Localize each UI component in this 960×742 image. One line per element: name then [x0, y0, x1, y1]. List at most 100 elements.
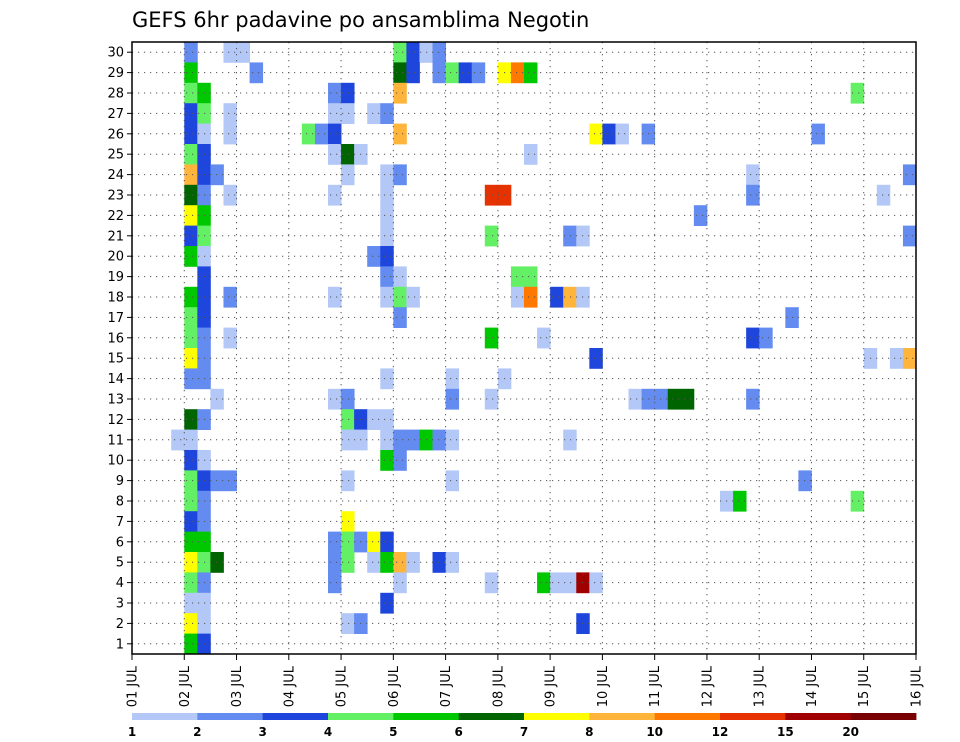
x-tick-label: 15 JUL	[857, 665, 872, 707]
heatmap-cell	[184, 42, 198, 63]
y-tick-label: 20	[107, 250, 124, 265]
colorbar-label: 8	[585, 725, 593, 739]
heatmap-cell	[380, 286, 394, 308]
heatmap-cell	[380, 184, 394, 206]
heatmap-cell	[746, 388, 760, 410]
heatmap-cell	[184, 490, 198, 512]
heatmap-cell	[510, 266, 525, 288]
heatmap-cell	[341, 552, 355, 573]
colorbar-label: 2	[193, 725, 201, 739]
heatmap-cell	[746, 327, 760, 349]
heatmap-cell	[393, 164, 407, 186]
heatmap-cell	[184, 205, 198, 226]
x-tick-label: 01 JUL	[126, 665, 141, 707]
heatmap-cell	[563, 429, 577, 451]
heatmap-cell	[445, 388, 460, 410]
y-tick-label: 15	[107, 352, 124, 367]
heatmap-cell	[184, 368, 198, 390]
heatmap-cell	[550, 572, 564, 594]
heatmap-cell	[184, 246, 198, 267]
heatmap-cell	[249, 62, 264, 84]
y-tick-label: 17	[107, 311, 124, 326]
heatmap-cell	[406, 552, 420, 573]
heatmap-cell	[589, 123, 603, 145]
grid-lines	[132, 42, 916, 654]
y-tick-label: 8	[116, 495, 124, 510]
colorbar-label: 1	[128, 725, 136, 739]
heatmap-cell	[902, 348, 917, 369]
heatmap-cell	[184, 511, 198, 532]
colorbar-swatch	[850, 713, 917, 720]
y-tick-label: 14	[107, 372, 124, 387]
heatmap-cell	[484, 327, 499, 349]
heatmap-cell	[537, 327, 551, 349]
heatmap-cell	[184, 572, 198, 594]
y-tick-label: 2	[116, 617, 124, 632]
heatmap-cell	[628, 388, 642, 410]
heatmap-cell	[393, 62, 407, 84]
heatmap-cell	[223, 286, 237, 308]
heatmap-cell	[380, 225, 394, 247]
y-tick-label: 23	[107, 189, 124, 204]
heatmap-cell	[850, 82, 865, 104]
heatmap-cell	[693, 205, 708, 226]
heatmap-cell	[223, 327, 237, 349]
heatmap-cell	[184, 592, 198, 614]
colorbar-label: 6	[454, 725, 462, 739]
y-tick-label: 3	[116, 597, 124, 612]
heatmap-cell	[484, 184, 499, 206]
x-tick-label: 08 JUL	[491, 665, 506, 707]
heatmap-cell	[380, 531, 394, 553]
y-tick-label: 27	[107, 107, 124, 122]
heatmap-cell	[223, 123, 237, 145]
heatmap-cell	[445, 62, 460, 84]
heatmap-cell	[484, 572, 499, 594]
heatmap-cell	[380, 429, 394, 451]
heatmap-cell	[328, 123, 342, 145]
x-tick-label: 10 JUL	[596, 665, 611, 707]
colorbar-label: 3	[258, 725, 266, 739]
heatmap-cell	[759, 327, 773, 349]
heatmap-cell	[184, 409, 198, 430]
heatmap-cell	[524, 62, 538, 84]
colorbar-swatch	[654, 713, 721, 720]
heatmap-cell	[328, 388, 342, 410]
heatmap-cell	[537, 572, 551, 594]
heatmap-cell	[393, 552, 407, 573]
heatmap-cell	[236, 42, 250, 63]
heatmap-cell	[223, 42, 237, 63]
heatmap-cell	[850, 490, 865, 512]
heatmap-cell	[184, 62, 198, 84]
heatmap-cell	[484, 388, 499, 410]
heatmap-cell	[811, 123, 825, 145]
heatmap-cell	[432, 62, 446, 84]
y-tick-label: 6	[116, 535, 124, 550]
heatmap-cell	[184, 123, 198, 145]
heatmap-cell	[184, 613, 198, 634]
heatmap-cell	[524, 286, 538, 308]
heatmap-cell	[367, 531, 381, 553]
heatmap-cell	[380, 450, 394, 471]
heatmap-cell	[328, 572, 342, 594]
heatmap-cell	[341, 429, 355, 451]
heatmap-cell	[889, 348, 904, 369]
colorbar-swatch	[720, 713, 786, 720]
heatmap-cell	[380, 552, 394, 573]
heatmap-cell	[406, 62, 420, 84]
heatmap-cell	[341, 409, 355, 430]
heatmap-cell	[524, 144, 538, 165]
y-tick-label: 9	[116, 474, 124, 489]
heatmap-cell	[380, 164, 394, 186]
heatmap-cell	[902, 225, 917, 247]
heatmap-cell	[380, 266, 394, 288]
heatmap-cell	[471, 62, 486, 84]
heatmap-cell	[393, 286, 407, 308]
heatmap-cell	[341, 164, 355, 186]
heatmap-cell	[223, 184, 237, 206]
heatmap-cell	[184, 429, 198, 451]
heatmap-cell	[184, 327, 198, 349]
heatmap-cell	[406, 429, 420, 451]
colorbar-label: 20	[842, 725, 859, 739]
heatmap-cell	[563, 286, 577, 308]
